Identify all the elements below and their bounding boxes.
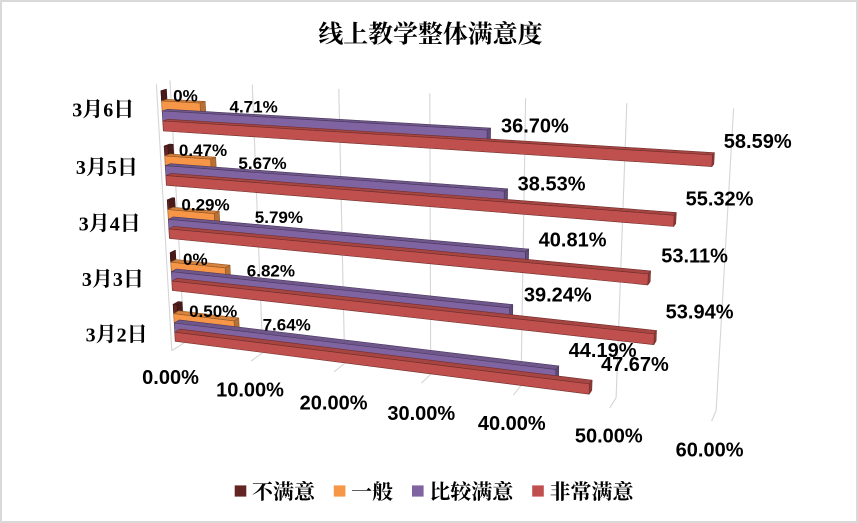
svg-text:4.71%: 4.71%: [229, 97, 277, 116]
svg-text:3: 3: [72, 99, 82, 121]
svg-text:0%: 0%: [183, 250, 208, 269]
svg-text:7.64%: 7.64%: [263, 315, 311, 334]
svg-text:58.59%: 58.59%: [724, 131, 792, 153]
svg-text:0.50%: 0.50%: [189, 302, 237, 321]
svg-text:3: 3: [113, 269, 123, 291]
svg-text:0.00%: 0.00%: [142, 367, 199, 389]
svg-text:0.47%: 0.47%: [179, 141, 227, 160]
svg-text:53.11%: 53.11%: [661, 246, 728, 268]
svg-text:44.19%: 44.19%: [569, 340, 637, 362]
svg-text:3: 3: [82, 269, 92, 291]
svg-text:0.29%: 0.29%: [181, 196, 229, 215]
svg-text:47.67%: 47.67%: [601, 354, 669, 376]
svg-text:55.32%: 55.32%: [686, 189, 754, 211]
svg-text:60.00%: 60.00%: [676, 439, 744, 461]
svg-text:5.79%: 5.79%: [255, 208, 303, 227]
svg-text:36.70%: 36.70%: [501, 116, 569, 138]
svg-text:5: 5: [107, 157, 117, 179]
svg-text:50.00%: 50.00%: [575, 426, 643, 448]
svg-text:39.24%: 39.24%: [524, 284, 592, 306]
svg-text:38.53%: 38.53%: [518, 173, 586, 195]
svg-text:0%: 0%: [173, 86, 198, 105]
svg-text:4: 4: [110, 213, 120, 235]
svg-text:2: 2: [117, 324, 127, 346]
svg-text:40.00%: 40.00%: [478, 413, 546, 435]
svg-text:30.00%: 30.00%: [387, 403, 455, 425]
svg-text:3: 3: [86, 324, 96, 346]
svg-text:3: 3: [79, 213, 89, 235]
svg-text:6.82%: 6.82%: [247, 262, 295, 281]
svg-text:53.94%: 53.94%: [666, 301, 734, 323]
svg-text:40.81%: 40.81%: [539, 229, 607, 251]
svg-text:20.00%: 20.00%: [300, 392, 368, 414]
svg-text:10.00%: 10.00%: [216, 380, 284, 402]
svg-text:5.67%: 5.67%: [238, 154, 286, 173]
svg-text:6: 6: [103, 99, 113, 121]
svg-text:3: 3: [76, 157, 86, 179]
